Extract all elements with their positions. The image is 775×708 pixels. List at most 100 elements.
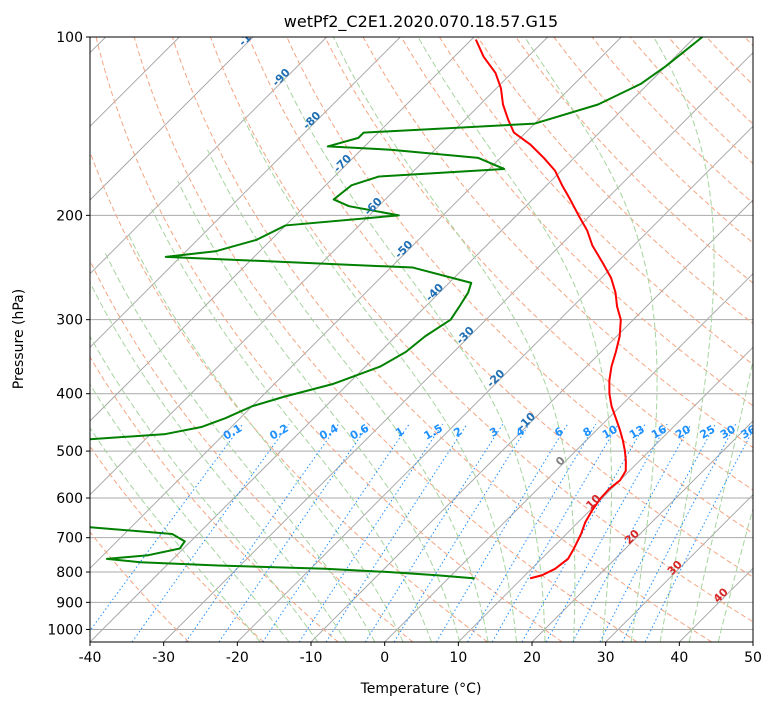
- moist-adiabat: [90, 383, 290, 642]
- moist-adiabat: [104, 251, 376, 642]
- moist-adiabat: [241, 114, 517, 642]
- mixing-ratio-line: [599, 423, 716, 642]
- dry-adiabat: [248, 37, 753, 578]
- mixing-ratio-line: [185, 423, 339, 642]
- isotherm: [310, 199, 753, 642]
- isotherm: [90, 37, 549, 496]
- isotherm: [384, 272, 753, 642]
- isotherm: [605, 493, 753, 642]
- mixing-ratio-line: [467, 423, 597, 642]
- dry-adiabat: [439, 37, 753, 366]
- x-tick-label: -30: [152, 650, 175, 666]
- moist-adiabat: [90, 281, 347, 642]
- moist-adiabats: [90, 37, 753, 642]
- moist-adiabat: [717, 506, 753, 642]
- moist-adiabat: [127, 233, 404, 642]
- moist-adiabat: [151, 208, 432, 642]
- moist-adiabat: [524, 37, 658, 642]
- mixing-ratio-label: 20: [673, 423, 693, 442]
- dry-adiabat: [133, 37, 638, 642]
- moist-adiabat-label: 30: [665, 558, 685, 578]
- x-tick-label: -20: [226, 650, 249, 666]
- mixing-ratio-label: 16: [649, 423, 669, 442]
- mixing-ratio-line: [393, 423, 530, 642]
- y-tick-label: 800: [56, 565, 83, 581]
- x-tick-label: -10: [300, 650, 323, 666]
- y-tick-label: 600: [56, 491, 83, 507]
- y-tick-label: 400: [56, 387, 83, 403]
- mixing-ratio-label: 8: [581, 425, 594, 440]
- moist-adiabat: [207, 149, 489, 642]
- mixing-ratio-label: 0.4: [317, 421, 341, 442]
- y-tick-label: 900: [56, 595, 83, 611]
- dry-adiabat: [706, 37, 753, 86]
- mixing-ratio-line: [572, 423, 692, 642]
- dry-adiabat: [553, 37, 753, 244]
- isotherm: [90, 37, 475, 422]
- dry-adiabat-label: -50: [392, 238, 415, 261]
- y-tick-label: 700: [56, 531, 83, 547]
- mixing-ratio-line: [644, 428, 753, 642]
- dry-adiabat: [90, 150, 488, 642]
- dry-adiabat: [90, 259, 414, 642]
- x-axis-label: Temperature (°C): [360, 681, 482, 697]
- x-tick-label: 50: [744, 650, 762, 666]
- mixing-ratio-label: 0.6: [348, 421, 372, 442]
- dry-adiabat-label: -80: [300, 109, 323, 132]
- isotherm: [752, 641, 753, 642]
- y-tick-label: 500: [56, 444, 83, 460]
- dry-adiabat: [171, 37, 712, 642]
- dry-adiabat: [90, 445, 264, 642]
- y-tick-label: 300: [56, 313, 83, 329]
- dry-adiabat-label: -90: [270, 66, 293, 89]
- y-axis-label: Pressure (hPa): [11, 289, 27, 389]
- mixing-ratio-label: 0.2: [267, 422, 290, 443]
- mixing-ratio-label: 6: [552, 424, 565, 439]
- isotherm: [90, 37, 254, 201]
- mixing-ratio-label: 10: [600, 423, 620, 442]
- y-tick-label: 100: [56, 30, 83, 46]
- x-tick-label: -40: [79, 650, 102, 666]
- temperature-profile: [474, 39, 627, 580]
- isobar-grid: [90, 37, 753, 630]
- x-tick-label: 0: [380, 650, 389, 666]
- mixing-ratio-label: 1: [393, 425, 406, 440]
- mixing-ratio-label: 1.5: [422, 422, 445, 443]
- y-axis: 100 200 300 400 500 600 700 800 900 1000: [47, 30, 90, 638]
- x-axis: -40 -30 -20 -10 0 10 20 30 40 50: [79, 642, 762, 666]
- dry-adiabat: [515, 37, 753, 284]
- dry-adiabat-label: -60: [362, 195, 385, 218]
- mixing-ratio-line: [521, 423, 646, 642]
- sounding-profiles: [90, 37, 703, 580]
- isotherm: [531, 420, 753, 642]
- mixing-ratio-line: [218, 423, 370, 642]
- x-tick-label: 30: [597, 650, 615, 666]
- moist-adiabat-label: 10: [583, 492, 603, 512]
- mixing-ratio-lines: [90, 423, 753, 642]
- mixing-ratio-line: [491, 423, 619, 642]
- mixing-ratio-label: 2: [451, 425, 464, 440]
- mixing-ratio-line: [621, 423, 737, 642]
- dry-adiabat: [90, 356, 339, 642]
- x-tick-label: 40: [670, 650, 688, 666]
- dry-adiabat: [324, 37, 753, 491]
- isotherm: [163, 51, 753, 642]
- mixing-ratio-line: [90, 423, 244, 632]
- dry-adiabat: [477, 37, 753, 325]
- mixing-ratio-line: [298, 423, 444, 642]
- dry-adiabat: [362, 37, 753, 449]
- dry-adiabat: [400, 37, 753, 407]
- plot-frame: [89, 36, 754, 643]
- moist-adiabat: [653, 37, 715, 642]
- dry-adiabat: [210, 37, 753, 623]
- isotherm: [457, 346, 753, 642]
- dry-adiabat-label: -30: [454, 324, 477, 347]
- dry-adiabat: [90, 531, 190, 642]
- dry-adiabat: [668, 37, 753, 125]
- moist-adiabat: [177, 180, 461, 642]
- mixing-ratio-label: 36: [739, 423, 759, 442]
- dry-adiabat: [591, 37, 753, 204]
- dry-adiabat: [744, 37, 753, 47]
- isotherm: [90, 37, 696, 642]
- isotherm: [90, 37, 401, 349]
